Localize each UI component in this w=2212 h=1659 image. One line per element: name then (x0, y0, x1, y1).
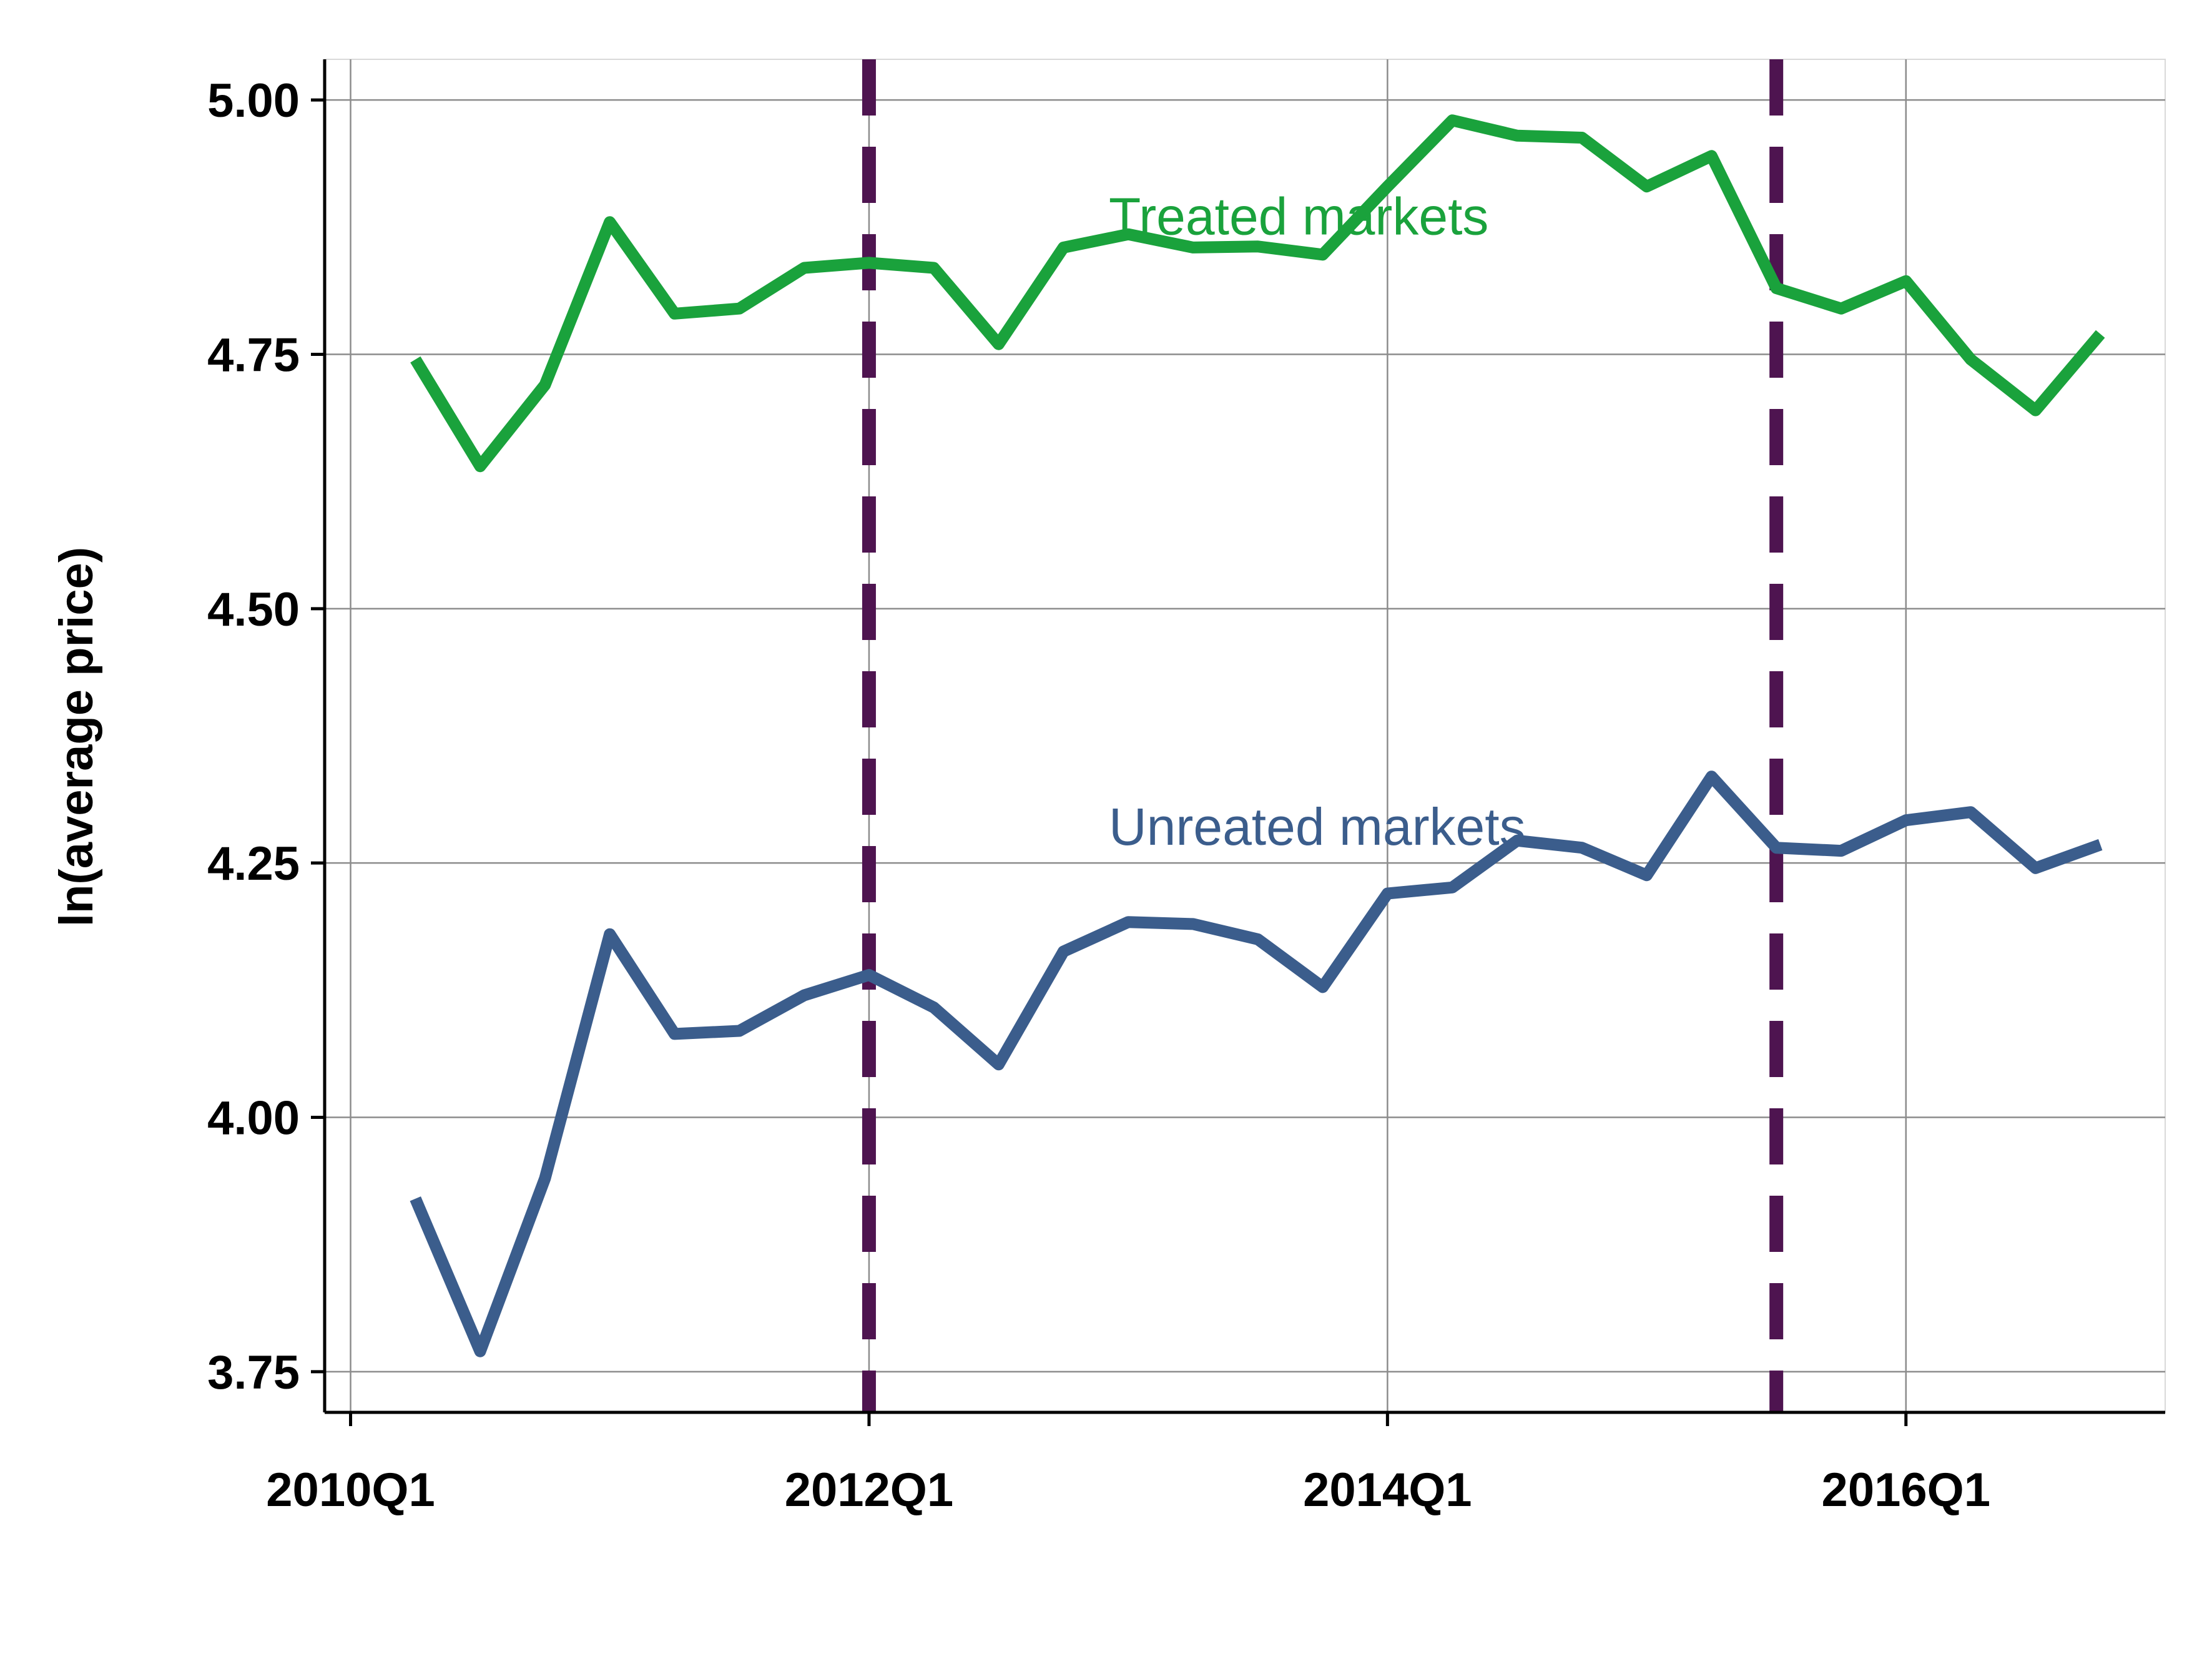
x-tick-label: 2012Q1 (785, 1464, 953, 1517)
x-tick-label: 2010Q1 (266, 1464, 435, 1517)
series-label: Unreated markets (1109, 797, 1526, 856)
x-tick-label: 2016Q1 (1822, 1464, 1990, 1517)
series-line-untreated (410, 770, 2103, 1357)
y-tick-label: 5.00 (207, 74, 300, 127)
series-lines (410, 114, 2105, 1357)
series-label: Treated markets (1109, 187, 1488, 246)
y-tick-label: 4.50 (207, 583, 300, 636)
axes: 3.75 4.00 4.25 4.50 4.75 5.00 2010Q1 2012Q1 2014… (207, 59, 2165, 1517)
y-tick-label: 4.75 (207, 329, 300, 382)
y-tick-label: 4.00 (207, 1091, 300, 1145)
x-tick-label: 2014Q1 (1303, 1464, 1472, 1517)
y-tick-label: 4.25 (207, 837, 300, 890)
y-tick-label: 3.75 (207, 1346, 300, 1399)
series-line-treated (410, 114, 2105, 473)
series-labels: Treated markets Unreated markets (1109, 187, 1526, 857)
y-axis-title: ln(average price) (50, 547, 103, 927)
